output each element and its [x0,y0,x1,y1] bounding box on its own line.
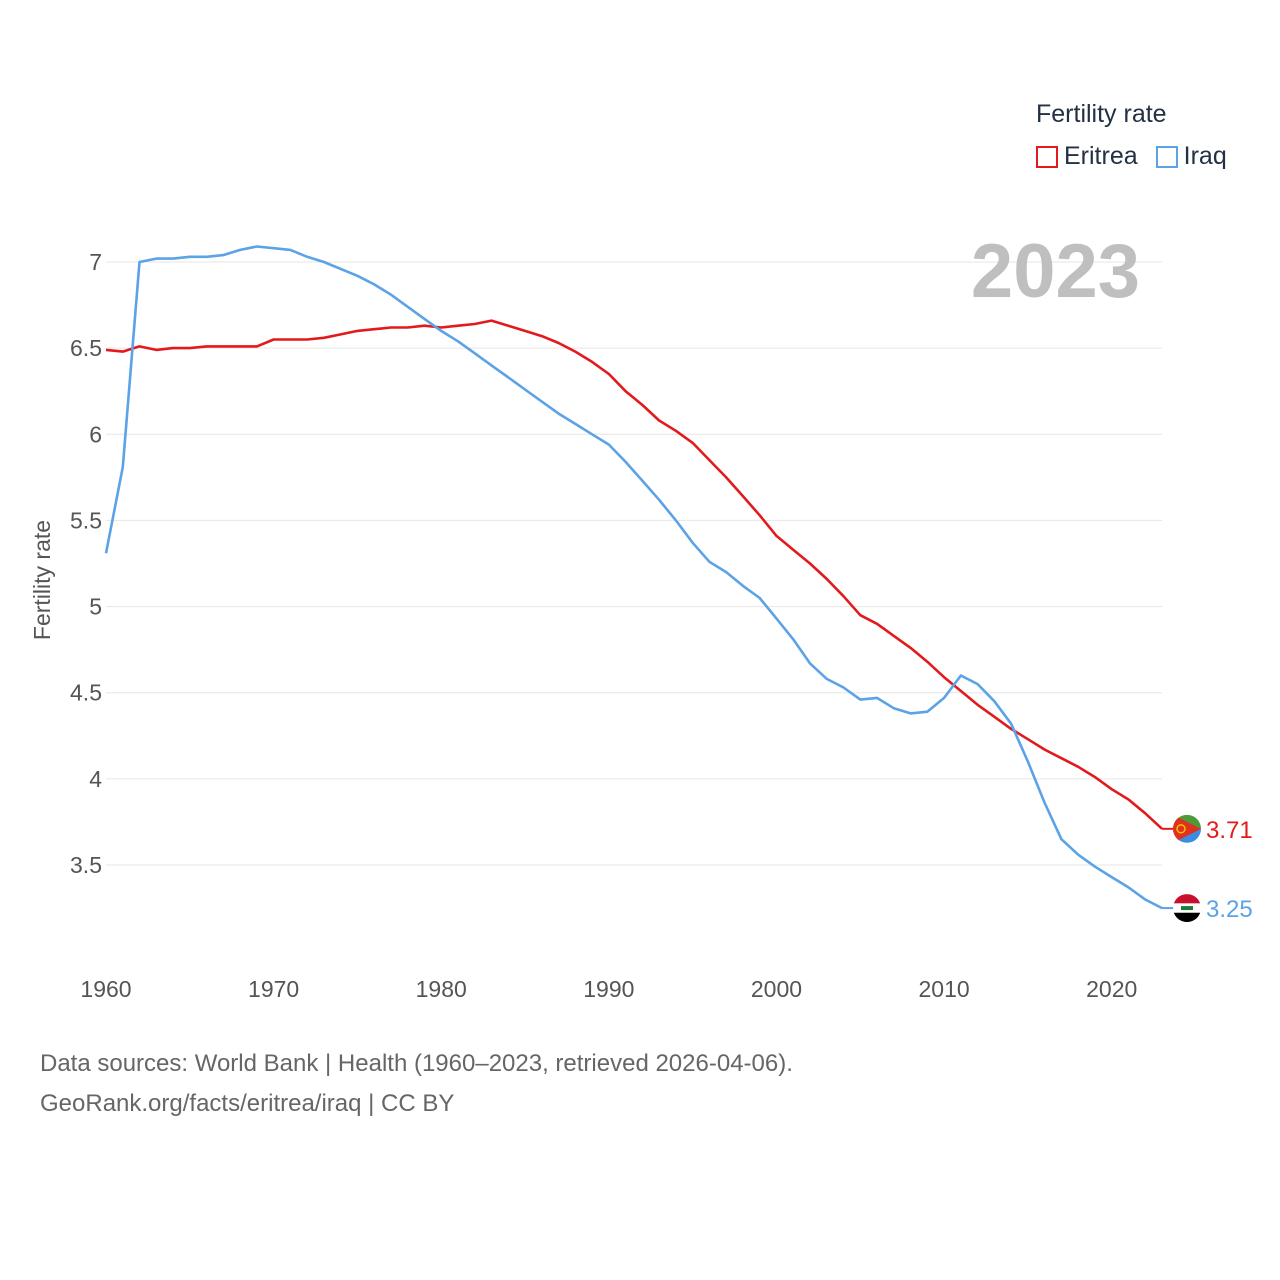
y-tick-label: 7 [89,249,102,275]
x-tick-label: 1960 [80,976,131,1002]
x-tick-label: 1980 [416,976,467,1002]
y-tick-label: 4.5 [70,680,102,706]
y-tick-label: 3.5 [70,852,102,878]
y-tick-label: 5.5 [70,507,102,533]
end-value-label-eritrea: 3.71 [1206,817,1253,844]
legend-label-eritrea: Eritrea [1064,142,1138,170]
series-lines [104,245,1163,910]
y-tick-label: 5 [89,594,102,620]
legend-item-eritrea[interactable]: Eritrea [1036,142,1138,171]
x-tick-label: 1970 [248,976,299,1002]
legend-label-iraq: Iraq [1183,142,1227,170]
source-line-2[interactable]: GeoRank.org/facts/eritrea/iraq | CC BY [40,1090,455,1117]
year-label: 2023 [970,229,1140,314]
legend-title: Fertility rate [1036,100,1167,128]
x-axis-ticks: 1960 1970 1980 1990 2000 2010 2020 [80,976,1137,1002]
legend: Eritrea Iraq [1036,142,1245,171]
y-tick-label: 6 [89,421,102,447]
series-line-eritrea [105,319,1163,830]
x-tick-label: 2020 [1086,976,1137,1002]
y-tick-label: 6.5 [70,335,102,361]
y-axis-title: Fertility rate [29,520,55,640]
x-tick-label: 1990 [583,976,634,1002]
flag-iraq-icon [1173,894,1201,923]
series-line-iraq [104,245,1163,910]
legend-swatch-eritrea [1036,145,1058,168]
flag-eritrea-icon [1173,814,1201,843]
gridlines [106,261,1162,866]
end-value-label-iraq: 3.25 [1206,896,1253,923]
y-axis-ticks: 3.5 4 4.5 5 5.5 6 6.5 7 [70,249,102,878]
x-tick-label: 2000 [751,976,802,1002]
legend-item-iraq[interactable]: Iraq [1155,142,1227,171]
legend-swatch-iraq [1155,145,1178,168]
series-end-markers: 3.71 3.25 [1162,814,1253,923]
x-tick-label: 2010 [919,976,970,1002]
y-tick-label: 4 [89,766,102,792]
source-note: Data sources: World Bank | Health (1960–… [40,1044,793,1124]
source-line-1: Data sources: World Bank | Health (1960–… [40,1050,793,1077]
